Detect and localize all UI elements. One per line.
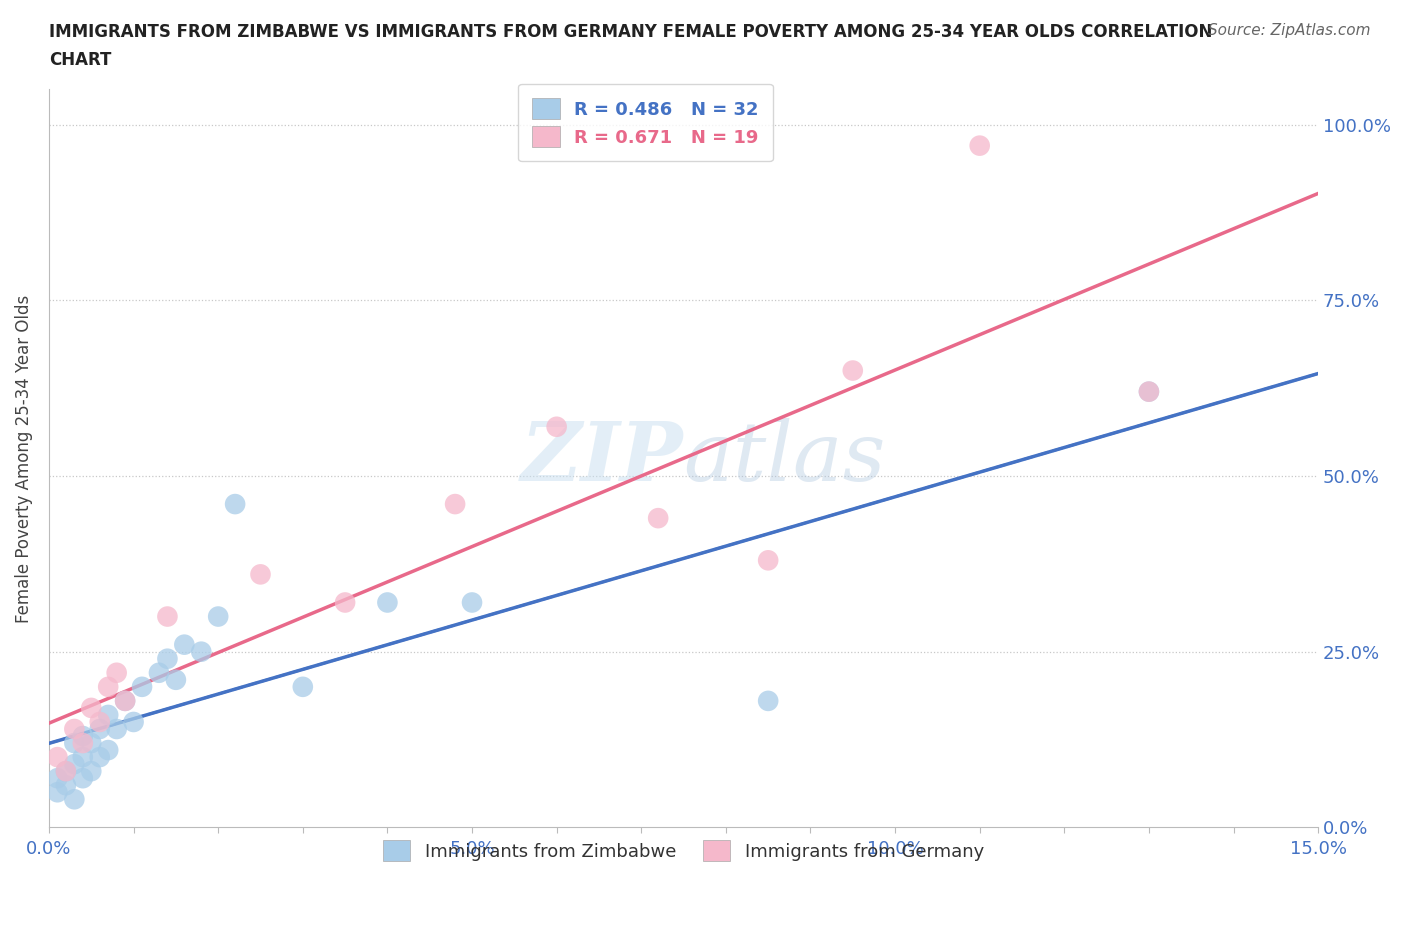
Point — [55, 764, 77, 778]
Point — [756, 694, 779, 709]
Point — [249, 567, 271, 582]
Point — [55, 764, 77, 778]
Point — [46, 771, 69, 786]
Point — [546, 419, 568, 434]
Text: atlas: atlas — [683, 418, 886, 498]
Point — [224, 497, 246, 512]
Text: CHART: CHART — [49, 51, 111, 69]
Point — [122, 714, 145, 729]
Point — [131, 680, 153, 695]
Legend: Immigrants from Zimbabwe, Immigrants from Germany: Immigrants from Zimbabwe, Immigrants fro… — [374, 831, 993, 870]
Point — [80, 736, 103, 751]
Point — [207, 609, 229, 624]
Point — [63, 722, 86, 737]
Point — [114, 694, 136, 709]
Point — [291, 680, 314, 695]
Point — [89, 714, 111, 729]
Point — [89, 722, 111, 737]
Point — [55, 777, 77, 792]
Point — [647, 511, 669, 525]
Point — [756, 552, 779, 567]
Point — [72, 728, 94, 743]
Point — [89, 750, 111, 764]
Point — [97, 743, 120, 758]
Text: Source: ZipAtlas.com: Source: ZipAtlas.com — [1208, 23, 1371, 38]
Point — [72, 750, 94, 764]
Text: ZIP: ZIP — [522, 418, 683, 498]
Point — [114, 694, 136, 709]
Y-axis label: Female Poverty Among 25-34 Year Olds: Female Poverty Among 25-34 Year Olds — [15, 294, 32, 622]
Point — [969, 139, 991, 153]
Point — [190, 644, 212, 659]
Point — [105, 722, 128, 737]
Point — [63, 757, 86, 772]
Point — [1137, 384, 1160, 399]
Point — [377, 595, 399, 610]
Point — [461, 595, 484, 610]
Point — [444, 497, 467, 512]
Point — [80, 700, 103, 715]
Point — [72, 736, 94, 751]
Point — [72, 771, 94, 786]
Text: IMMIGRANTS FROM ZIMBABWE VS IMMIGRANTS FROM GERMANY FEMALE POVERTY AMONG 25-34 Y: IMMIGRANTS FROM ZIMBABWE VS IMMIGRANTS F… — [49, 23, 1212, 41]
Point — [333, 595, 356, 610]
Point — [97, 708, 120, 723]
Point — [156, 651, 179, 666]
Point — [105, 665, 128, 680]
Point — [148, 665, 170, 680]
Point — [80, 764, 103, 778]
Point — [97, 680, 120, 695]
Point — [156, 609, 179, 624]
Point — [173, 637, 195, 652]
Point — [842, 363, 865, 378]
Point — [63, 736, 86, 751]
Point — [63, 791, 86, 806]
Point — [46, 750, 69, 764]
Point — [1137, 384, 1160, 399]
Point — [46, 785, 69, 800]
Point — [165, 672, 187, 687]
